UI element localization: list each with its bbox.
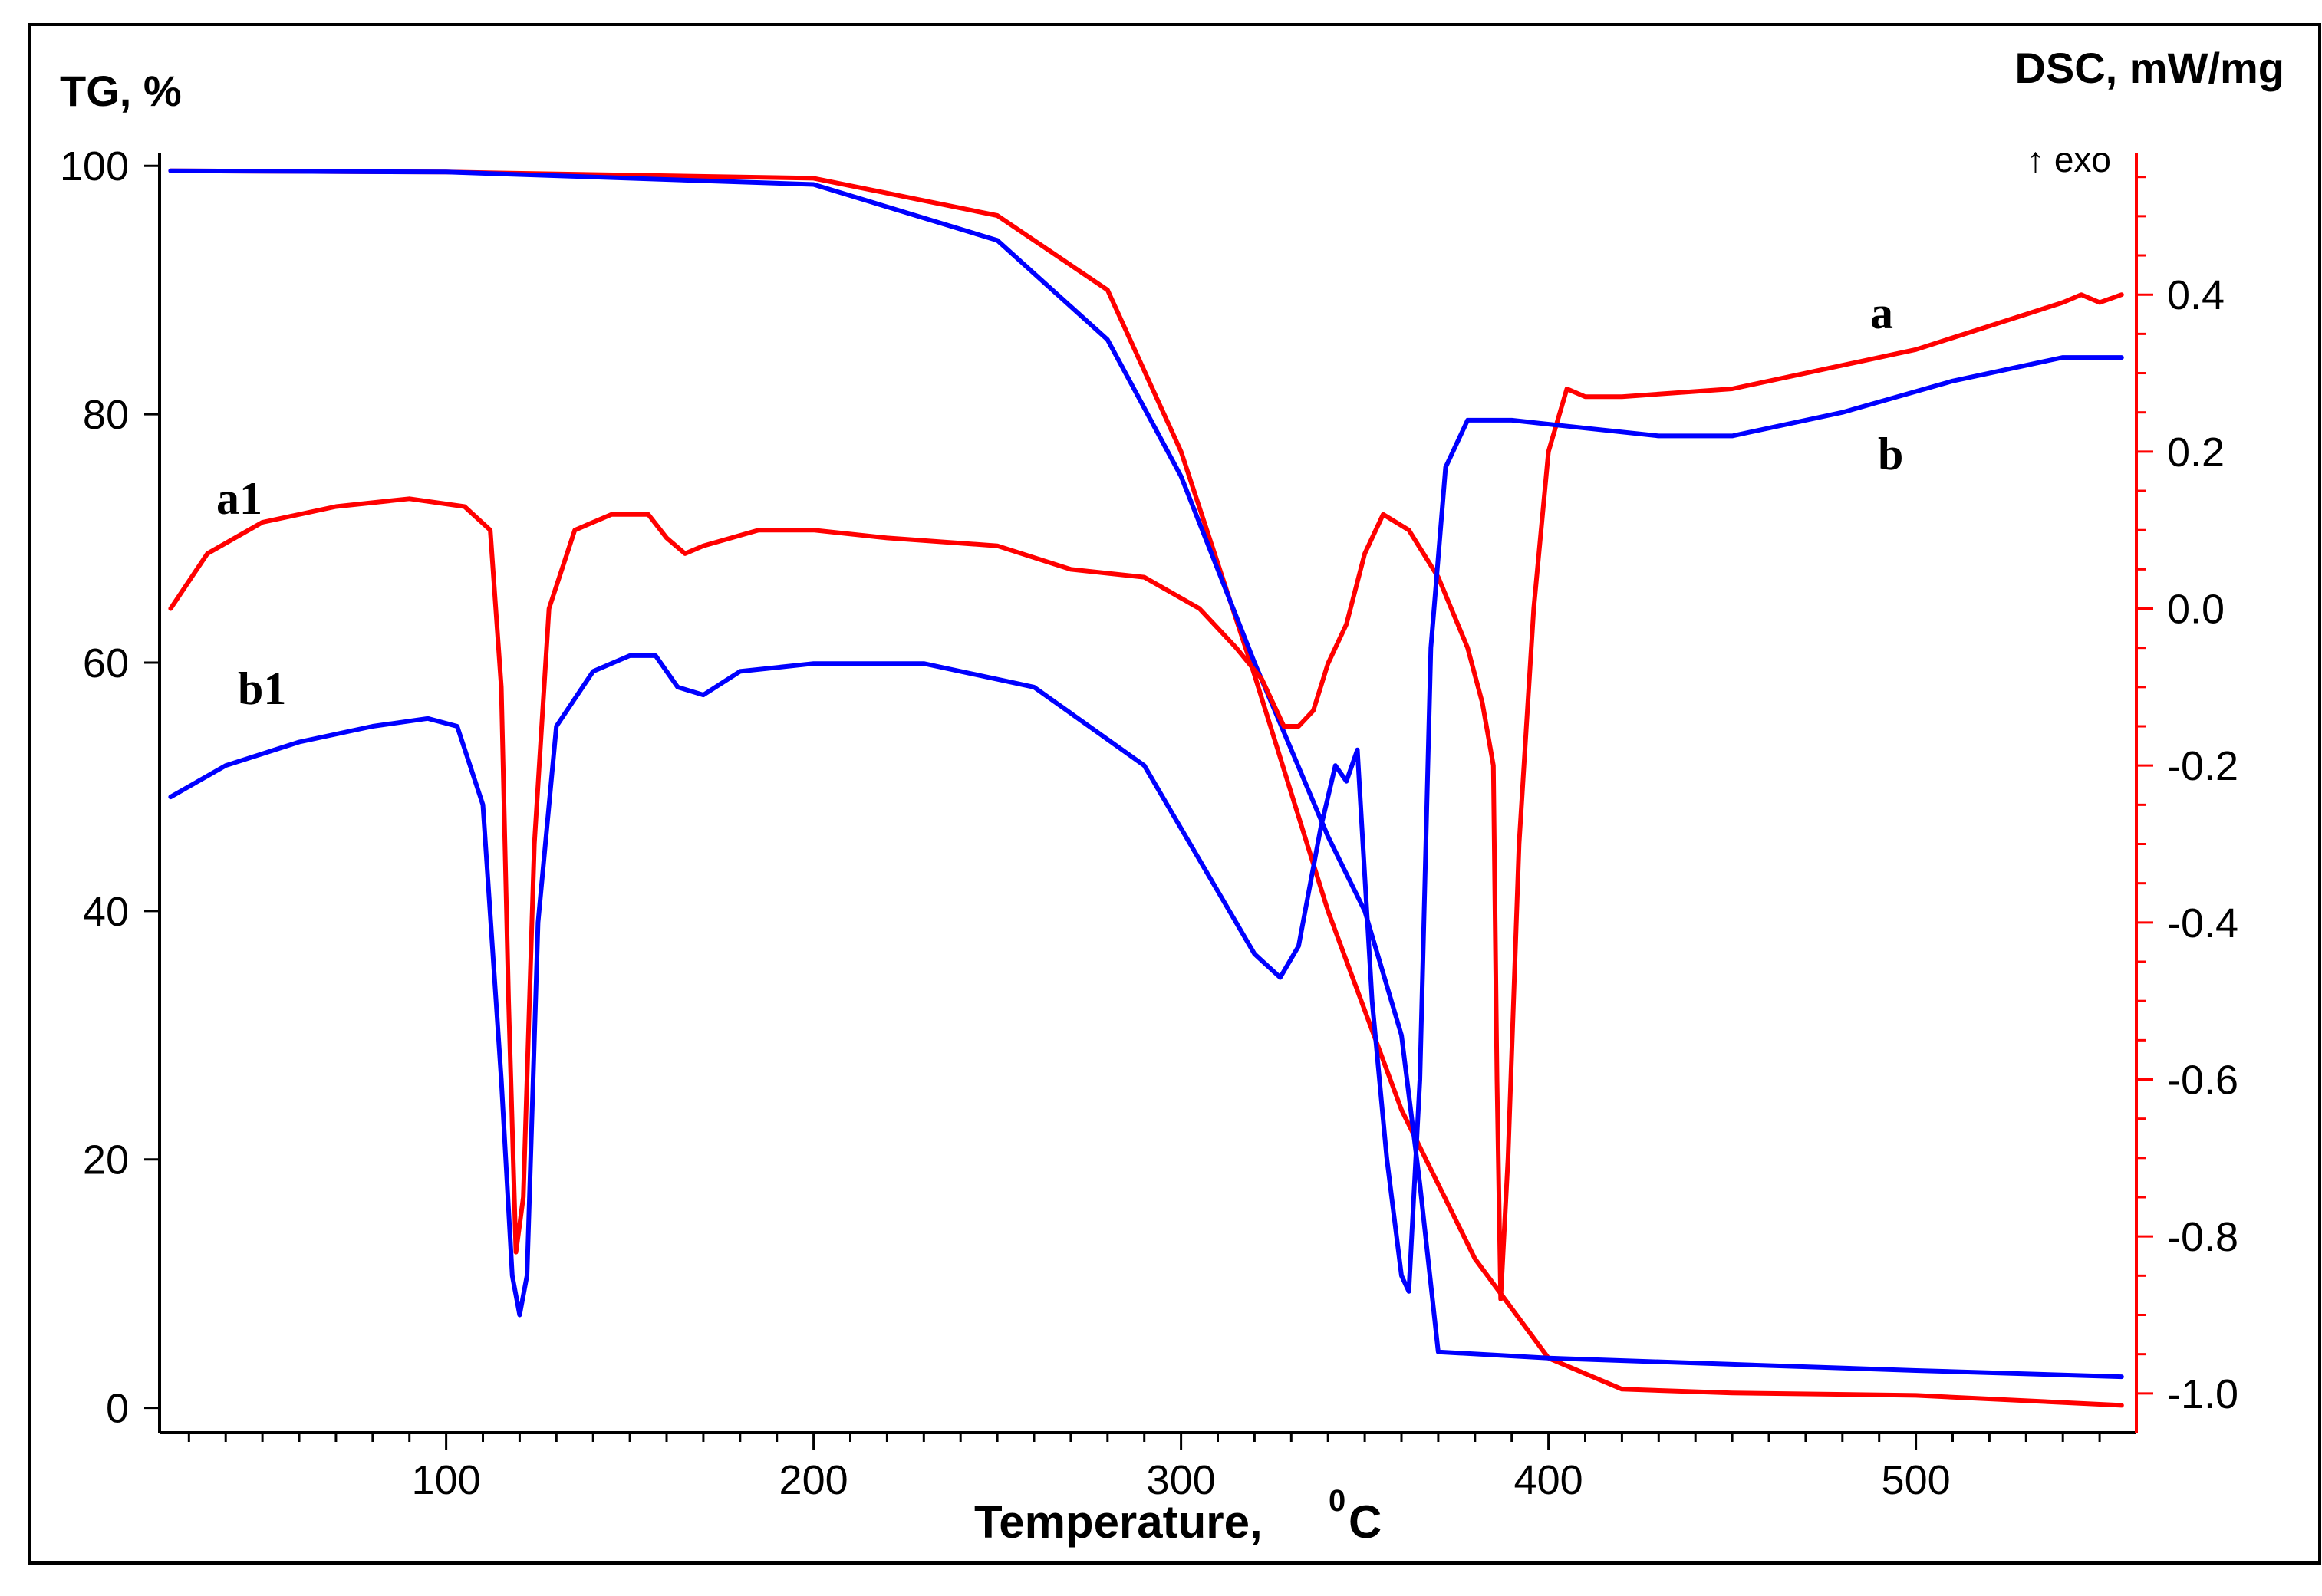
series-layer (168, 168, 2124, 1408)
y-left-ticks: 0 20 40 60 80 100 (60, 143, 160, 1432)
y-right-tick-label: 0.0 (2167, 587, 2225, 633)
series-label-b: b (1878, 429, 1903, 479)
x-tick-label: 100 (412, 1457, 481, 1503)
x-ticks: 100 200 300 400 500 (187, 1433, 2101, 1503)
exo-marker: ↑ exo (2027, 140, 2111, 179)
y-left-tick-label: 20 (83, 1137, 129, 1183)
series-line-b (168, 168, 2124, 1380)
figure-frame (28, 23, 2321, 1565)
series-line-a1 (168, 292, 2124, 1301)
series-label-a1: a1 (216, 473, 262, 524)
series-line-a (168, 168, 2124, 1408)
y-left-axis-label: TG, % (60, 67, 182, 115)
x-tick-label: 500 (1882, 1457, 1951, 1503)
x-tick-label: 400 (1514, 1457, 1583, 1503)
y-left-tick-label: 100 (60, 143, 129, 189)
y-right-tick-label: -0.2 (2167, 743, 2238, 789)
y-right-tick-label: 0.4 (2167, 272, 2225, 318)
y-right-axis-label: DSC, mW/mg (2014, 44, 2284, 92)
y-left-tick-label: 60 (83, 640, 129, 686)
series-line-b1 (168, 355, 2124, 1318)
y-right-tick-label: 0.2 (2167, 429, 2225, 476)
x-axis-label-unit: C (1349, 1496, 1382, 1548)
y-right-tick-label: -0.8 (2167, 1214, 2238, 1260)
y-right-tick-label: -0.4 (2167, 900, 2238, 946)
x-axis-label-text: Temperature, (974, 1496, 1263, 1548)
x-tick-label: 200 (779, 1457, 848, 1503)
y-right-tick-label: -1.0 (2167, 1371, 2238, 1417)
x-tick-label: 300 (1147, 1457, 1216, 1503)
x-axis-label-sup: 0 (1329, 1484, 1345, 1518)
y-left-tick-label: 40 (83, 889, 129, 935)
series-label-a: a (1870, 288, 1893, 338)
y-left-tick-label: 80 (83, 392, 129, 438)
x-axis-label: Temperature, 0 C (974, 1484, 1382, 1548)
y-right-tick-label: -0.6 (2167, 1058, 2238, 1104)
y-right-ticks: 0.4 0.2 0.0 -0.2 -0.4 -0.6 -0.8 -1.0 (2136, 176, 2238, 1417)
y-left-tick-label: 0 (106, 1386, 129, 1432)
series-label-b1: b1 (238, 663, 286, 714)
